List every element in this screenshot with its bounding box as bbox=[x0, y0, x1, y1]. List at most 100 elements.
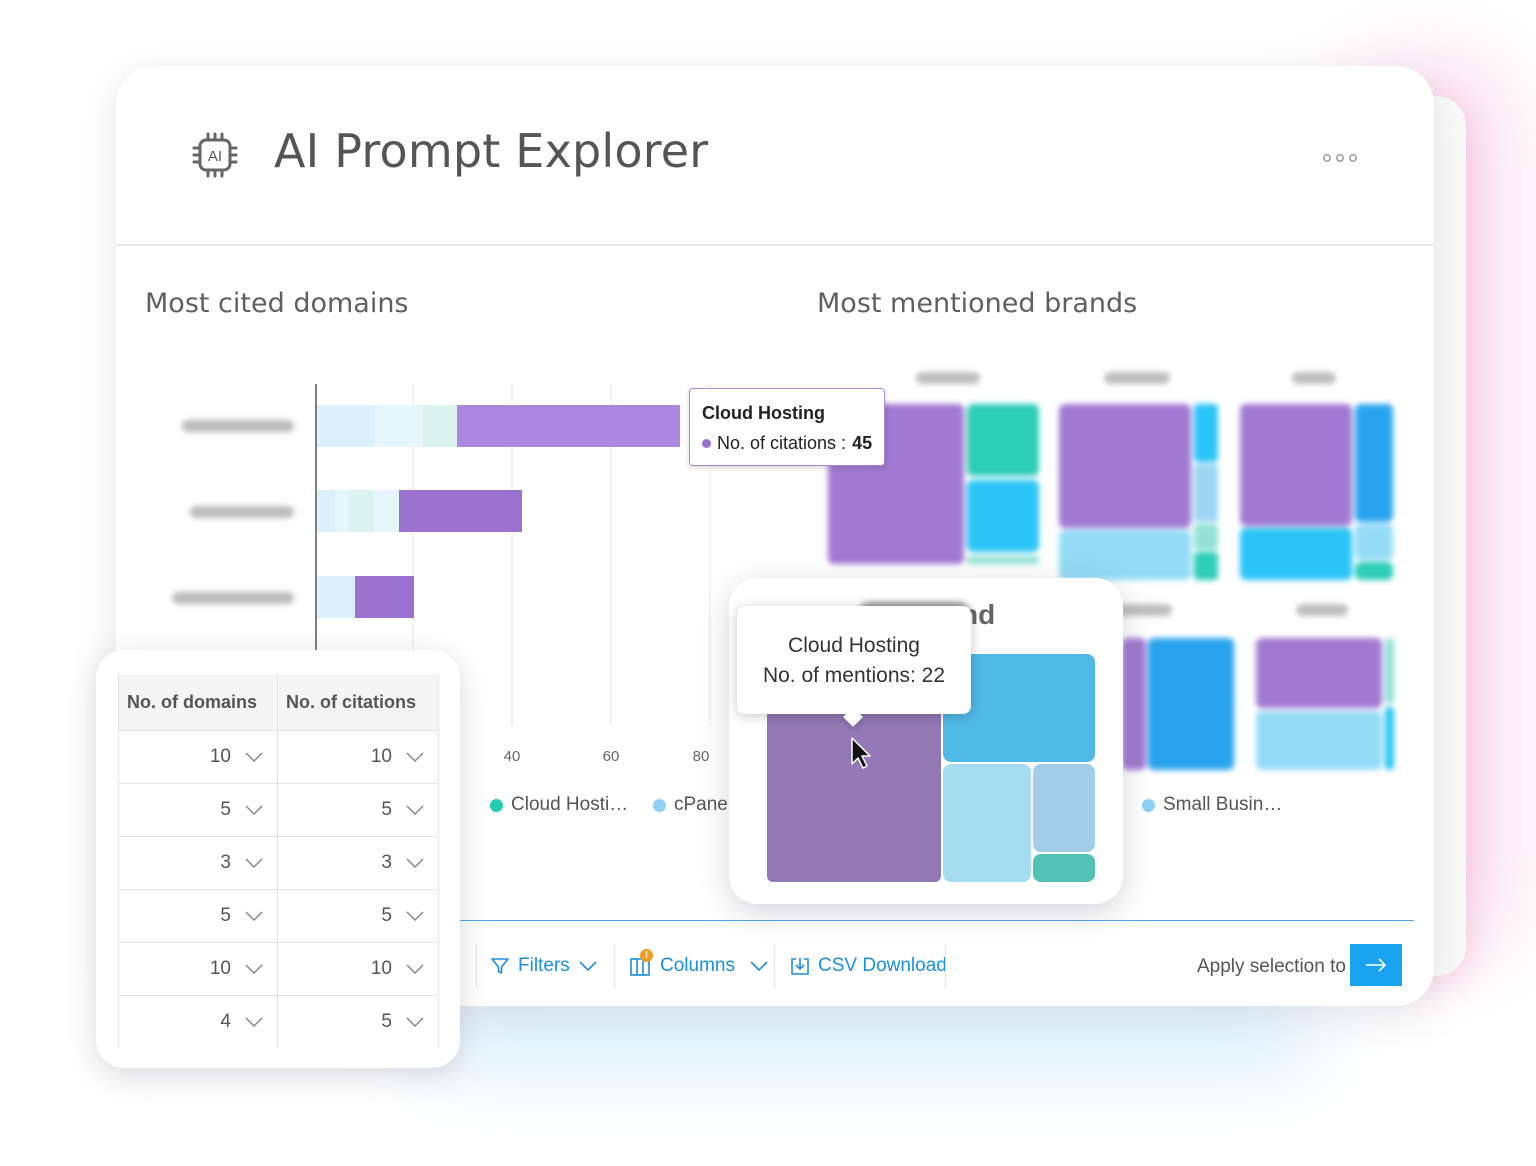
tooltip-label: No. of citations : bbox=[717, 433, 847, 453]
legend-label: Small Busin… bbox=[1163, 794, 1283, 815]
download-icon bbox=[791, 958, 809, 975]
toolbar-divider bbox=[456, 920, 1414, 921]
columns-icon-wrap: ! bbox=[630, 949, 653, 977]
columns-label: Columns bbox=[660, 955, 735, 976]
legend-dot bbox=[490, 798, 503, 812]
chevron-down-icon bbox=[245, 752, 263, 762]
table-row: 10 10 bbox=[118, 730, 439, 784]
cell-value: 3 bbox=[220, 852, 231, 873]
chevron-down-icon bbox=[245, 805, 263, 815]
table-cell[interactable]: 5 bbox=[277, 783, 439, 837]
table-cell[interactable]: 4 bbox=[118, 995, 278, 1048]
legend-item-cpanel[interactable]: cPane bbox=[653, 794, 728, 816]
x-tick-labels: 40 60 80 bbox=[504, 748, 710, 765]
cursor-icon bbox=[851, 737, 871, 769]
columns-button[interactable]: ! Columns bbox=[630, 944, 769, 988]
brands-title: Most mentioned brands bbox=[817, 288, 1138, 319]
table-cell[interactable]: 3 bbox=[277, 836, 439, 890]
table-cell[interactable]: 10 bbox=[277, 942, 439, 996]
chevron-down-icon bbox=[750, 961, 768, 972]
tooltip-dot bbox=[702, 439, 711, 448]
table-row: 3 3 bbox=[118, 836, 439, 890]
cell-value: 10 bbox=[209, 958, 231, 979]
treemap-tile bbox=[943, 654, 1095, 762]
x-tick: 80 bbox=[693, 748, 710, 765]
chevron-down-icon bbox=[406, 1017, 424, 1027]
apply-selection-label: Apply selection to bbox=[1197, 956, 1346, 977]
table-row: 10 10 bbox=[118, 942, 439, 996]
table-cell[interactable]: 10 bbox=[277, 730, 439, 784]
bar-segment bbox=[399, 490, 522, 532]
cell-value: 5 bbox=[381, 799, 392, 820]
legend-item-cloud-hosting[interactable]: Cloud Hosti… bbox=[490, 794, 628, 816]
table-row: 4 5 bbox=[118, 995, 439, 1048]
legend-item-small-business[interactable]: Small Busin… bbox=[1142, 794, 1282, 816]
filters-label: Filters bbox=[518, 955, 570, 976]
chevron-down-icon bbox=[406, 752, 424, 762]
apply-selection-button[interactable] bbox=[1350, 944, 1402, 986]
table-cell[interactable]: 10 bbox=[118, 730, 278, 784]
cell-value: 10 bbox=[370, 746, 392, 767]
columns-badge: ! bbox=[640, 949, 653, 962]
svg-text:AI: AI bbox=[208, 148, 222, 165]
bar-segment-cloud-hosting bbox=[457, 405, 680, 447]
page-title: AI Prompt Explorer bbox=[274, 124, 709, 178]
treemap-tile bbox=[1033, 854, 1095, 882]
cell-value: 10 bbox=[209, 746, 231, 767]
bar-segment bbox=[349, 490, 374, 532]
domain-labels bbox=[172, 420, 294, 604]
tooltip-title: Cloud Hosting bbox=[788, 634, 920, 657]
toolbar-separator bbox=[614, 944, 615, 988]
x-tick: 60 bbox=[603, 748, 620, 765]
csv-label: CSV Download bbox=[818, 955, 947, 976]
cell-value: 5 bbox=[220, 799, 231, 820]
toolbar-separator bbox=[774, 944, 775, 988]
filters-button[interactable]: Filters bbox=[490, 944, 598, 988]
legend-label: Cloud Hosti… bbox=[511, 794, 629, 815]
filter-icon bbox=[491, 958, 509, 974]
toolbar-separator bbox=[476, 944, 477, 988]
more-dots-icon[interactable] bbox=[1322, 152, 1358, 164]
table-cell[interactable]: 5 bbox=[277, 995, 439, 1048]
bar-series bbox=[317, 405, 680, 618]
tooltip-value: No. of mentions: 22 bbox=[762, 664, 946, 687]
cell-value: 10 bbox=[370, 958, 392, 979]
chevron-down-icon bbox=[579, 961, 597, 972]
domains-table-card: No. of domains No. of citations 10 10 5 … bbox=[96, 650, 460, 1068]
chevron-down-icon bbox=[406, 858, 424, 868]
cell-value: 4 bbox=[220, 1011, 231, 1032]
table-header-row: No. of domains No. of citations bbox=[118, 674, 439, 731]
bar-segment bbox=[423, 405, 457, 447]
bar-segment bbox=[317, 405, 375, 447]
bar-segment bbox=[375, 405, 423, 447]
cell-value: 5 bbox=[220, 905, 231, 926]
table-cell[interactable]: 10 bbox=[118, 942, 278, 996]
chevron-down-icon bbox=[245, 911, 263, 921]
domains-title: Most cited domains bbox=[145, 288, 409, 319]
table-cell[interactable]: 5 bbox=[118, 889, 278, 943]
domains-bar-chart: 40 60 80 bbox=[172, 372, 1394, 770]
bar-segment bbox=[317, 576, 355, 618]
chevron-down-icon bbox=[406, 964, 424, 974]
table-row: 5 5 bbox=[118, 889, 439, 943]
arrow-right-icon bbox=[1366, 958, 1387, 972]
legend-dot bbox=[1142, 798, 1155, 812]
chevron-down-icon bbox=[406, 911, 424, 921]
columns-icon bbox=[630, 958, 650, 976]
tooltip-title: Cloud Hosting bbox=[702, 403, 825, 423]
toolbar-separator bbox=[945, 944, 946, 988]
cell-value: 5 bbox=[381, 905, 392, 926]
treemap-tile bbox=[943, 764, 1031, 882]
tooltip-value: 45 bbox=[852, 433, 873, 453]
chevron-down-icon bbox=[245, 964, 263, 974]
column-header-citations[interactable]: No. of citations bbox=[277, 674, 439, 731]
cell-value: 5 bbox=[381, 1011, 392, 1032]
csv-download-button[interactable]: CSV Download bbox=[790, 944, 947, 988]
treemap-tile bbox=[1033, 764, 1095, 852]
table-cell[interactable]: 5 bbox=[118, 783, 278, 837]
table-cell[interactable]: 3 bbox=[118, 836, 278, 890]
table-cell[interactable]: 5 bbox=[277, 889, 439, 943]
chevron-down-icon bbox=[245, 858, 263, 868]
column-header-domains[interactable]: No. of domains bbox=[118, 674, 278, 731]
brands-treemap bbox=[828, 372, 1394, 770]
